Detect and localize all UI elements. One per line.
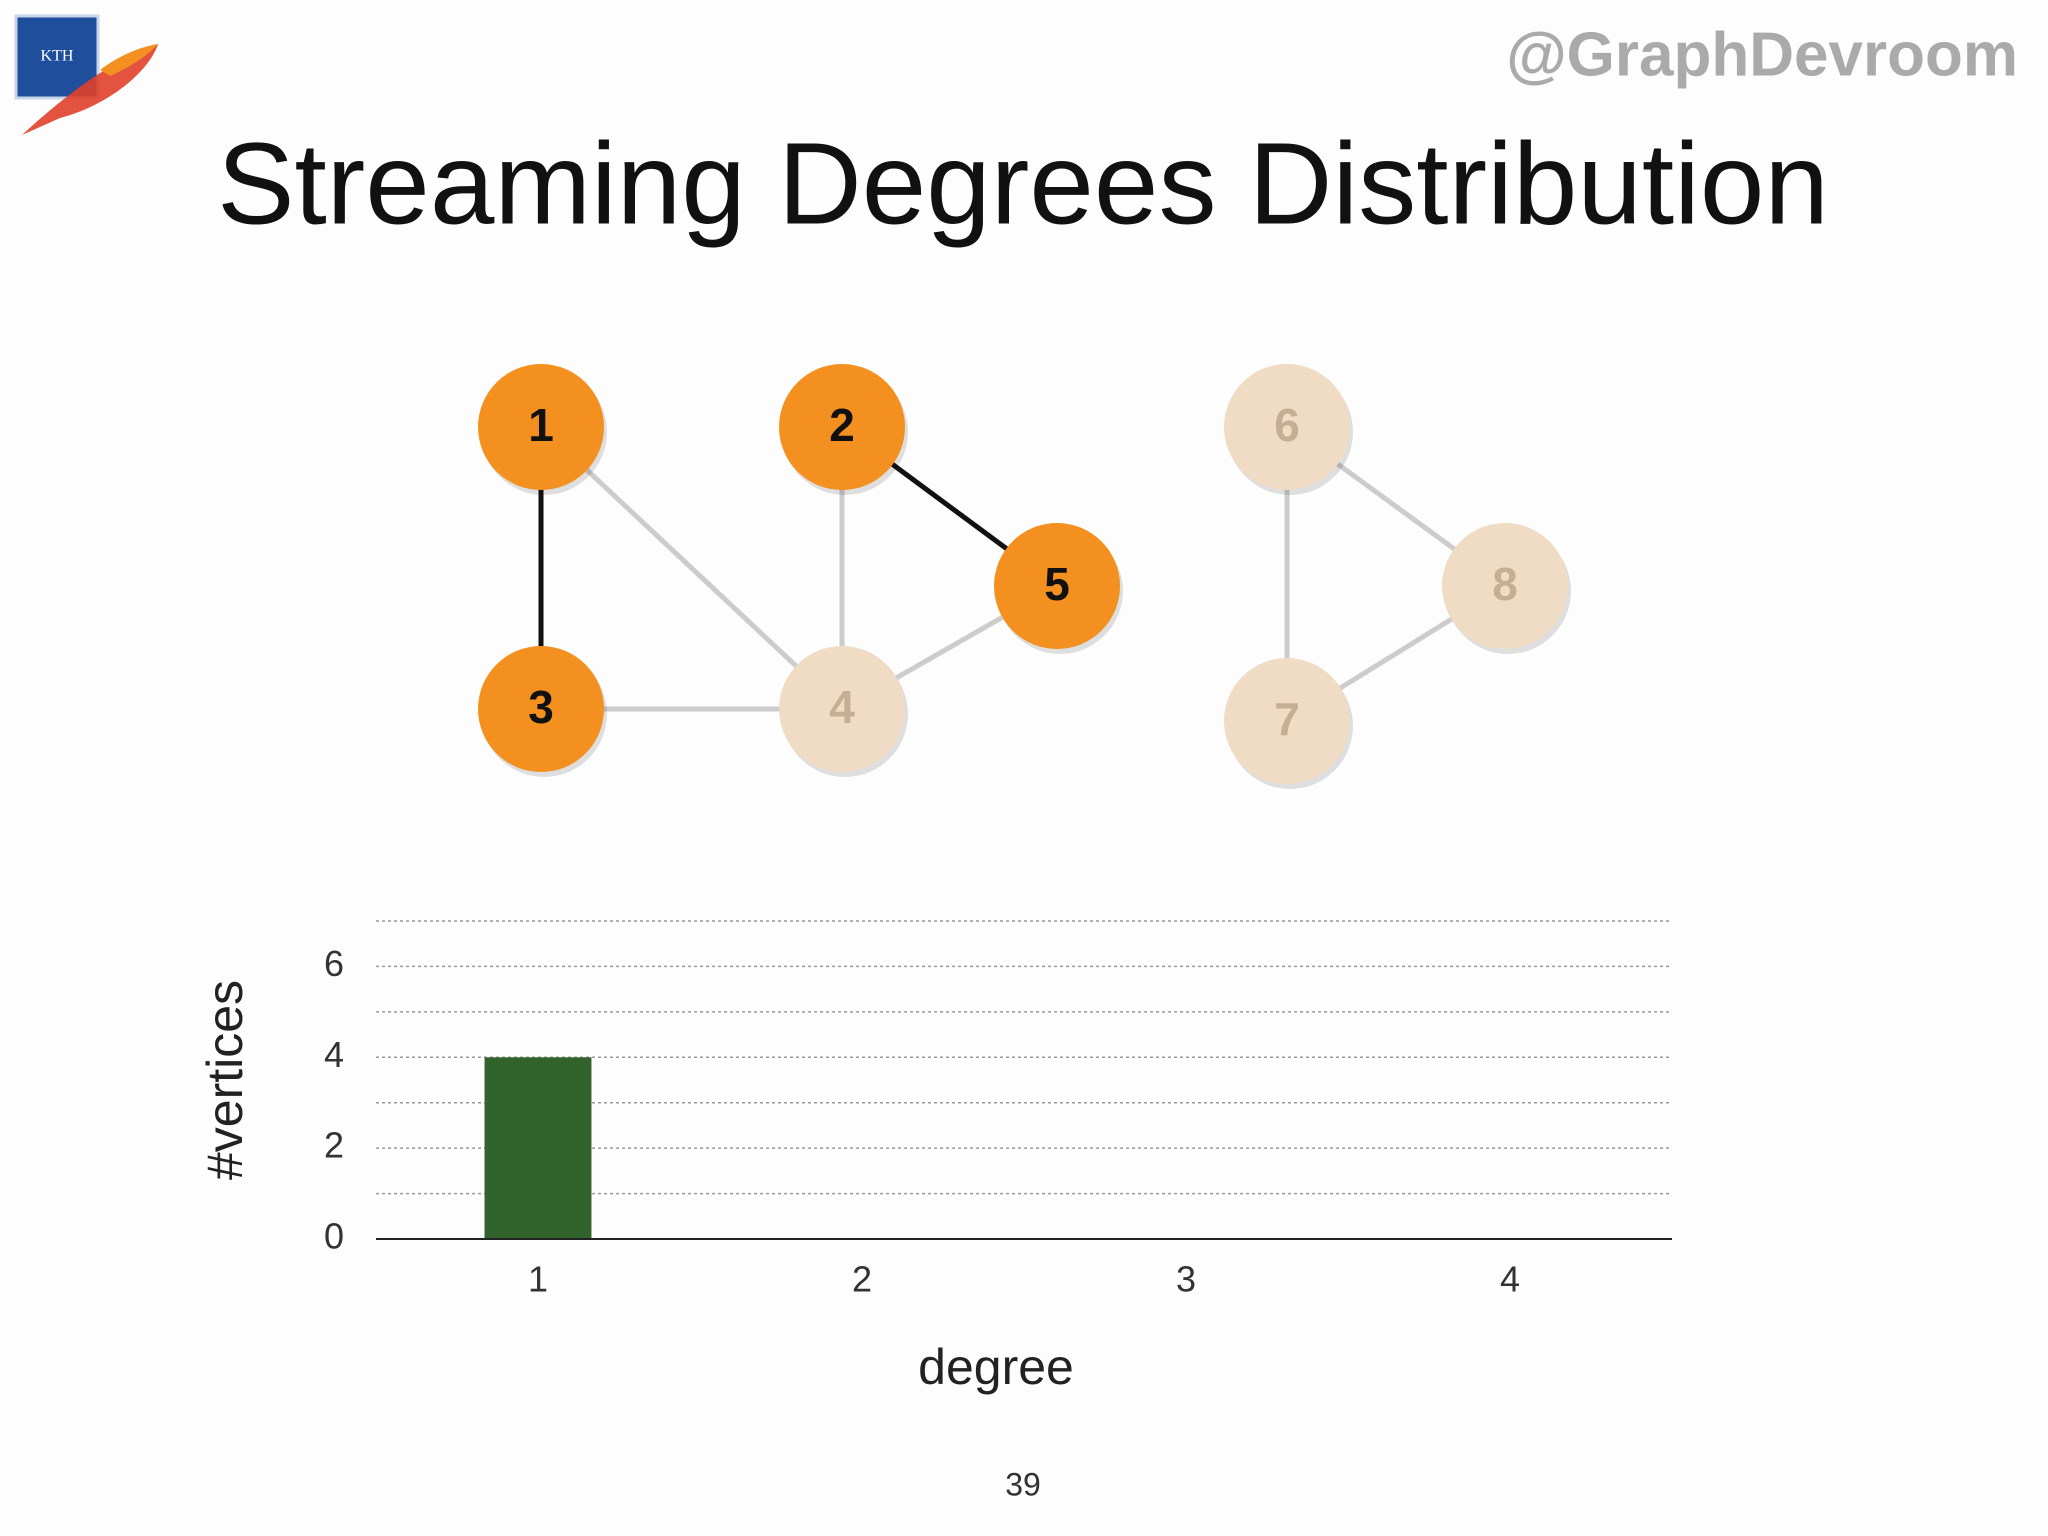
y-tick-label: 4: [324, 1034, 344, 1075]
y-tick-label: 6: [324, 943, 344, 984]
logo-text: KTH: [41, 48, 74, 65]
y-axis-label: #vertices: [197, 980, 253, 1180]
node: [478, 364, 604, 490]
node-label: 7: [1274, 693, 1300, 745]
node: [478, 646, 604, 772]
y-tick-label: 0: [324, 1216, 344, 1257]
logo: KTH: [14, 14, 158, 135]
feather-tip: [100, 44, 158, 76]
edge: [539, 425, 844, 711]
node-label: 4: [829, 681, 855, 733]
page-number: 39: [1005, 1466, 1041, 1502]
node-label: 2: [829, 399, 855, 451]
x-tick-label: 3: [1176, 1259, 1196, 1300]
node-label: 8: [1492, 558, 1518, 610]
node: [1224, 658, 1350, 784]
node-label: 5: [1044, 558, 1070, 610]
chart: 0 2 4 6 1 2 3 4 degree #vertices: [197, 920, 1672, 1395]
node: [779, 364, 905, 490]
node: [1224, 364, 1350, 490]
x-tick-label: 4: [1500, 1259, 1520, 1300]
node-label: 3: [528, 681, 554, 733]
graph: 1 2 3 4 5 6 7 8: [478, 364, 1571, 789]
bar: [484, 1057, 592, 1239]
x-tick-label: 1: [528, 1259, 548, 1300]
node: [779, 646, 905, 772]
slide-title: Streaming Degrees Distribution: [217, 119, 1829, 249]
node-label: 6: [1274, 399, 1300, 451]
node: [994, 523, 1120, 649]
x-axis-label: degree: [918, 1339, 1074, 1395]
x-tick-label: 2: [852, 1259, 872, 1300]
node-label: 1: [528, 399, 554, 451]
y-tick-label: 2: [324, 1125, 344, 1166]
node: [1442, 523, 1568, 649]
handle: @GraphDevroom: [1506, 20, 2018, 89]
